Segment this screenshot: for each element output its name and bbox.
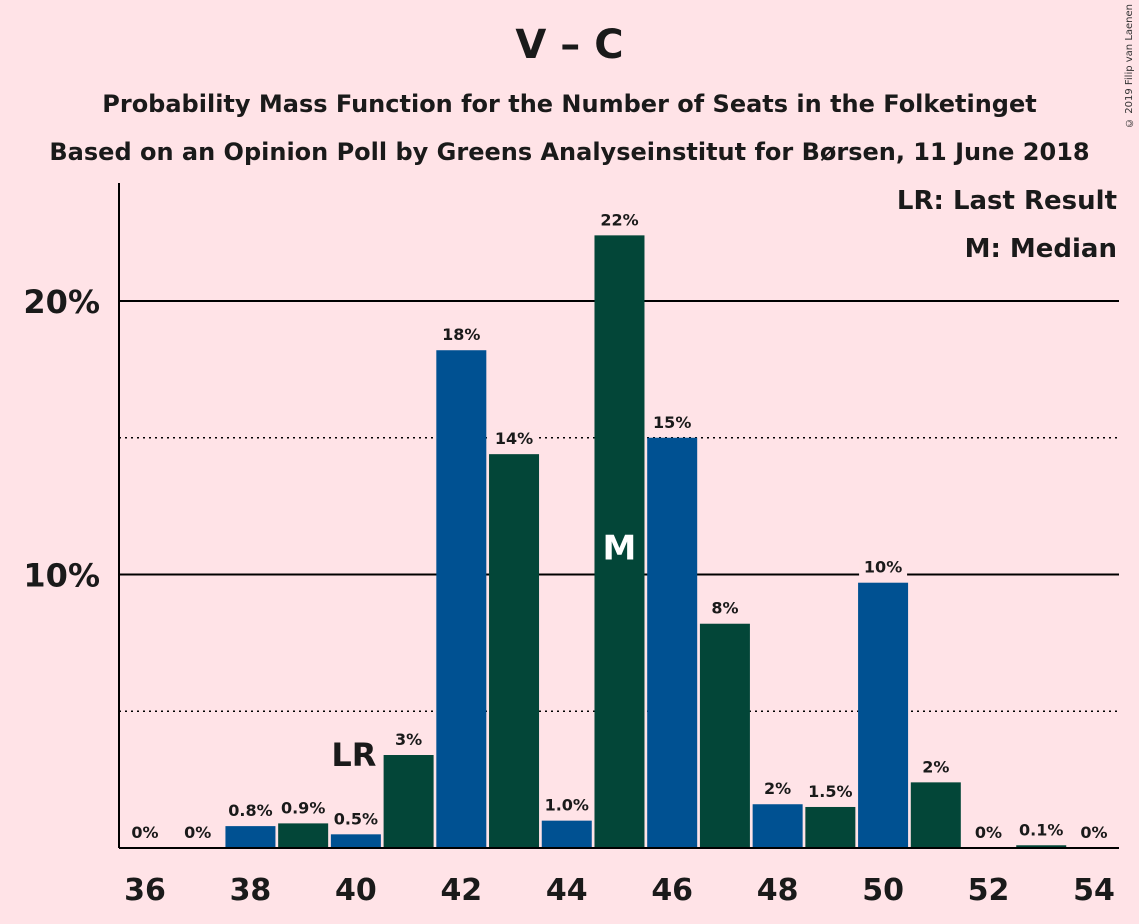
value-label-38: 0.8% (228, 801, 272, 820)
bar-50 (858, 582, 909, 848)
bar-43 (489, 454, 540, 848)
y-tick-labels: 10% 20% (23, 283, 100, 595)
bar-42 (436, 350, 487, 848)
value-label-52: 0% (975, 823, 1002, 842)
value-label-46: 15% (653, 413, 691, 432)
value-label-44: 1.0% (545, 796, 589, 815)
last-result-marker: LR (331, 736, 376, 774)
bar-51 (910, 782, 961, 848)
x-tick-42: 42 (440, 873, 482, 908)
bar-53 (1016, 845, 1067, 848)
bars: M (225, 235, 1067, 849)
median-marker: M (603, 529, 637, 569)
value-label-54: 0% (1080, 823, 1107, 842)
value-label-42: 18% (442, 325, 480, 344)
value-label-43: 14% (495, 429, 533, 448)
x-tick-52: 52 (968, 873, 1010, 908)
bar-38 (225, 826, 276, 848)
chart-subtitle: Probability Mass Function for the Number… (102, 90, 1037, 118)
value-label-37: 0% (184, 823, 211, 842)
axes (118, 183, 1119, 849)
x-tick-36: 36 (124, 873, 166, 908)
x-tick-44: 44 (546, 873, 588, 908)
bar-40 (330, 834, 381, 848)
legend-median: M: Median (965, 234, 1117, 264)
value-label-bg (859, 557, 908, 577)
value-label-40: 0.5% (334, 809, 378, 828)
bar-45 (594, 235, 645, 849)
bar-47 (699, 623, 750, 848)
bar-46 (647, 437, 698, 848)
legend-last-result: LR: Last Result (897, 186, 1117, 216)
y-tick-20: 20% (23, 283, 100, 321)
value-label-41: 3% (395, 730, 422, 749)
value-label-50: 10% (864, 558, 902, 577)
x-tick-54: 54 (1073, 873, 1115, 908)
x-tick-labels: 36 38 40 42 44 46 48 50 52 54 (124, 873, 1115, 908)
value-label-51: 2% (922, 757, 949, 776)
chart-subtitle-poll: Based on an Opinion Poll by Greens Analy… (49, 138, 1090, 166)
value-label-45: 22% (600, 210, 638, 229)
value-labels: 0% 0% 0.8% 0.9% 0.5% 3% 18% 14% 1.0% 22% 15% 8% 2% 1.… (131, 210, 1107, 842)
chart-title: V – C (515, 22, 624, 68)
x-tick-50: 50 (862, 873, 904, 908)
x-tick-48: 48 (757, 873, 799, 908)
value-label-48: 2% (764, 779, 791, 798)
value-label-49: 1.5% (808, 782, 852, 801)
value-label-bg (490, 429, 539, 449)
bar-41 (383, 755, 434, 848)
x-tick-46: 46 (651, 873, 693, 908)
bar-49 (805, 806, 856, 848)
value-label-53: 0.1% (1019, 820, 1063, 839)
bar-39 (278, 823, 329, 848)
bar-44 (541, 820, 592, 848)
bar-48 (752, 804, 803, 848)
value-label-36: 0% (131, 823, 158, 842)
y-tick-10: 10% (23, 557, 100, 595)
value-label-39: 0.9% (281, 798, 325, 817)
x-tick-38: 38 (230, 873, 272, 908)
value-label-47: 8% (711, 599, 738, 618)
x-tick-40: 40 (335, 873, 377, 908)
